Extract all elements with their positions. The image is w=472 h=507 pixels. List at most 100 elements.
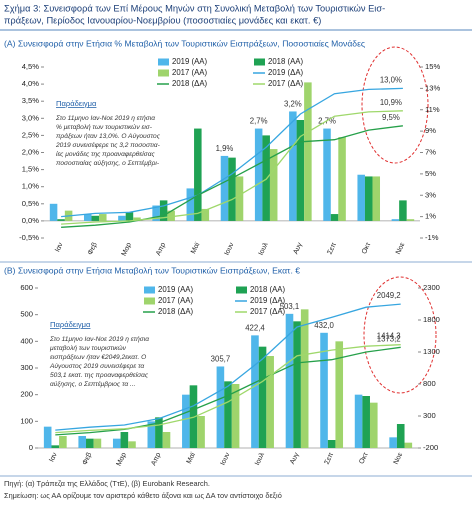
bar — [83, 214, 92, 221]
source: Πηγή: (α) Τράπεζα της Ελλάδος (ΤτΕ), (β)… — [4, 479, 210, 488]
bar — [269, 149, 278, 221]
bar-value-label: 3,2% — [284, 100, 302, 109]
y-tick-label: 4,0% — [22, 79, 40, 88]
note: Σημείωση: ως ΑΑ ορίζουμε τον αριστερό κά… — [4, 491, 282, 500]
highlight-ellipse — [361, 46, 429, 164]
bar — [231, 384, 240, 448]
bar — [406, 219, 415, 221]
line-series — [55, 303, 401, 431]
annotation-line: πράξεων ήταν 13,0%. Ο Αύγουστος — [56, 132, 161, 140]
x-tick-label: Οκτ — [358, 451, 369, 465]
chart-title: (Β) Συνεισφορά στην Ετήσια Μεταβολή των … — [4, 265, 300, 275]
annotation-line: 2019 συνεισέφερε τις 3,2 ποσοστια- — [55, 141, 161, 149]
bar — [285, 313, 294, 448]
line-value-label: 13,0% — [380, 75, 402, 84]
bar-value-label: 503,1 — [280, 302, 300, 311]
y2-tick-label: 1% — [425, 212, 436, 221]
bar — [289, 111, 297, 221]
bar — [296, 120, 305, 221]
legend-label: 2017 (ΔΑ) — [268, 79, 304, 88]
bar — [391, 219, 400, 221]
bar — [369, 402, 378, 448]
bar — [125, 212, 134, 221]
bar — [258, 346, 267, 448]
line-value-label: 2049,2 — [377, 291, 401, 300]
bar — [304, 82, 312, 221]
bar — [372, 176, 381, 221]
bar — [112, 438, 121, 448]
line-value-label: 10,9% — [380, 98, 402, 107]
bar — [335, 341, 344, 448]
bar — [364, 176, 373, 221]
line-series — [61, 87, 403, 218]
y-tick-label: 4,5% — [22, 62, 40, 71]
bar — [152, 205, 160, 221]
x-tick-label: Μαϊ — [186, 451, 197, 465]
y2-tick-label: 5% — [425, 169, 436, 178]
annotation-line: ποσοστιαίας αύξησης, ο Σεπτέμβρι- — [56, 159, 160, 167]
bar — [59, 436, 67, 448]
bar — [99, 214, 107, 221]
y2-tick-label: 3% — [425, 190, 436, 199]
legend-label: 2018 (ΔΑ) — [172, 79, 208, 88]
bar — [338, 137, 346, 221]
bar — [182, 394, 190, 448]
bar-value-label: 432,0 — [314, 321, 334, 330]
bar-value-label: 305,7 — [211, 355, 231, 364]
bar — [194, 128, 202, 221]
y-tick-label: -0,5% — [19, 233, 39, 242]
y-tick-label: 3,5% — [22, 96, 40, 105]
bar — [162, 432, 171, 448]
bar — [404, 442, 413, 448]
bar — [197, 416, 205, 448]
bar — [228, 157, 236, 221]
y-tick-label: 400 — [20, 336, 33, 345]
annotation-line: % μεταβολή των τουριστικών εισ- — [56, 123, 153, 131]
bar — [266, 356, 274, 448]
y-tick-label: 1,0% — [22, 182, 40, 191]
line-value-label: 1373,2 — [377, 334, 401, 343]
annotation-title: Παράδειγμα — [50, 320, 91, 329]
legend-swatch — [158, 69, 169, 77]
x-tick-label: Μαϊ — [190, 241, 201, 255]
annotation-line: 503,1 εκατ. της προαναφερθείσας — [50, 371, 149, 379]
bar — [327, 440, 336, 448]
y-tick-label: 2,0% — [22, 148, 40, 157]
title-line: Σχήμα 3: Συνεισφορά των Επί Μέρους Μηνών… — [4, 3, 385, 13]
legend-swatch — [144, 286, 155, 294]
bar-value-label: 422,4 — [245, 323, 265, 332]
legend-label: 2019 (ΑΑ) — [158, 285, 194, 294]
x-tick-label: Αυγ — [289, 451, 301, 465]
chart-title: (Α) Συνεισφορά στην Ετήσια % Μεταβολή τω… — [4, 38, 365, 48]
x-tick-label: Νοε — [393, 452, 404, 466]
y2-tick-label: 2300 — [423, 283, 440, 292]
bar — [320, 332, 328, 448]
y-tick-label: 0,5% — [22, 199, 40, 208]
legend-swatch — [236, 286, 247, 294]
x-tick-label: Αυγ — [292, 241, 304, 255]
y-tick-label: 0,0% — [22, 216, 40, 225]
bar — [159, 200, 168, 221]
annotation-line: Αύγουστος 2019 συνεισέφερε τα — [49, 362, 144, 370]
bar — [254, 128, 263, 221]
bar — [293, 321, 301, 448]
bar — [78, 436, 87, 448]
bar — [49, 203, 58, 221]
legend-swatch — [144, 297, 155, 305]
y2-tick-label: 300 — [423, 411, 436, 420]
bar — [216, 366, 225, 448]
y2-tick-label: 7% — [425, 148, 436, 157]
x-tick-label: Ιαν — [48, 451, 59, 463]
legend-swatch — [254, 58, 265, 66]
bar — [224, 381, 232, 448]
y-tick-label: 0 — [29, 443, 33, 452]
annotation-box — [47, 333, 169, 392]
legend-label: 2017 (ΑΑ) — [172, 68, 208, 77]
legend-label: 2019 (ΔΑ) — [268, 68, 304, 77]
legend-swatch — [158, 58, 169, 66]
legend-label: 2017 (ΑΑ) — [158, 296, 194, 305]
bar — [120, 432, 129, 448]
bar — [235, 176, 244, 221]
y-tick-label: 100 — [20, 416, 33, 425]
